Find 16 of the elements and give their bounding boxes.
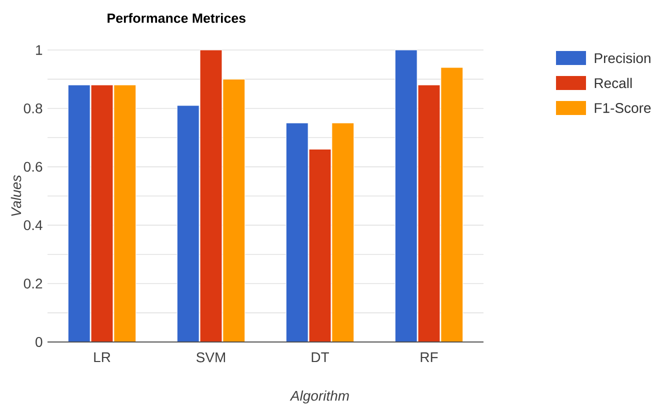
x-tick-label: RF <box>420 352 438 362</box>
legend-label: F1-Score <box>594 103 651 113</box>
y-tick-label: 0.2 <box>24 278 42 289</box>
y-tick-label: 0 <box>36 337 42 347</box>
y-tick-label: 0.6 <box>24 162 42 172</box>
y-tick-label: 0.8 <box>24 103 42 114</box>
y-tick-label: 1 <box>36 45 42 55</box>
chart-title: Performance Metrices <box>108 13 246 23</box>
legend-label: Recall <box>594 78 632 88</box>
legend-label: Precision <box>594 52 650 64</box>
x-tick-label: DT <box>312 352 329 362</box>
y-tick-label: 0.4 <box>24 220 42 230</box>
x-axis-title: Algorithm <box>290 390 349 404</box>
y-axis-title: Values <box>10 175 22 216</box>
x-tick-label: LR <box>94 352 110 362</box>
x-tick-label: SVM <box>196 352 226 362</box>
